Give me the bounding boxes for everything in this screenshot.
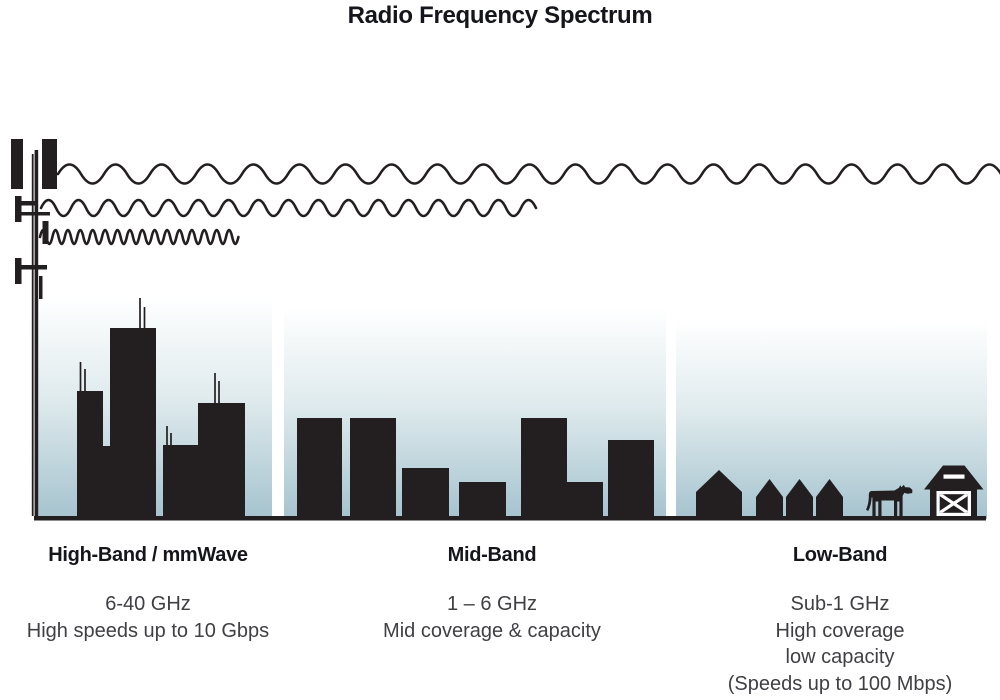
high-band-description: High speeds up to 10 Gbps — [26, 619, 270, 642]
low-band-description: High coverage — [775, 619, 905, 642]
house-icon — [816, 479, 843, 516]
high-band-label: High-Band / mmWave 6-40 GHz High speeds … — [16, 544, 280, 644]
low-band-label: Low-Band Sub-1 GHz High coverage low cap… — [690, 544, 990, 697]
cow-icon — [866, 484, 913, 516]
page-title: Radio Frequency Spectrum — [347, 2, 653, 29]
short-wavelength-wave-icon — [38, 228, 240, 246]
skyscraper — [77, 391, 103, 516]
house-icon — [786, 479, 813, 516]
skyscraper — [110, 328, 156, 516]
low-band-speed: (Speeds up to 100 Mbps) — [727, 672, 953, 695]
high-band-heading: High-Band / mmWave — [48, 544, 248, 566]
mid-band-description: Mid coverage & capacity — [383, 619, 601, 642]
antenna-panel — [42, 139, 57, 189]
skyscraper — [198, 403, 245, 516]
house-icon — [756, 479, 783, 516]
mid-band-heading: Mid-Band — [447, 544, 537, 566]
building — [567, 482, 603, 516]
low-band-description: low capacity — [785, 646, 895, 669]
antenna-panel — [11, 139, 23, 189]
building — [608, 440, 654, 516]
skyscraper — [163, 445, 202, 516]
ground-line — [34, 516, 986, 521]
high-band-frequency: 6-40 GHz — [105, 593, 191, 615]
building — [521, 418, 567, 516]
barn-icon — [924, 465, 984, 516]
mid-band-frequency: 1 – 6 GHz — [446, 593, 538, 615]
low-band-heading: Low-Band — [792, 544, 888, 566]
building — [402, 468, 449, 516]
mid-wavelength-wave-icon — [39, 198, 538, 218]
low-band-scene — [696, 465, 984, 516]
building — [350, 418, 396, 516]
cell-tower-icon — [11, 139, 57, 516]
house-icon — [696, 470, 742, 516]
high-band-skyline — [77, 298, 245, 516]
low-band-frequency: Sub-1 GHz — [790, 593, 890, 615]
building — [459, 482, 506, 516]
mid-band-label: Mid-Band 1 – 6 GHz Mid coverage & capaci… — [352, 544, 632, 644]
mid-band-skyline — [297, 418, 654, 516]
radio-waves — [38, 163, 1000, 246]
building — [297, 418, 342, 516]
long-wavelength-wave-icon — [56, 163, 1000, 185]
spectrum-illustration — [11, 139, 1000, 521]
